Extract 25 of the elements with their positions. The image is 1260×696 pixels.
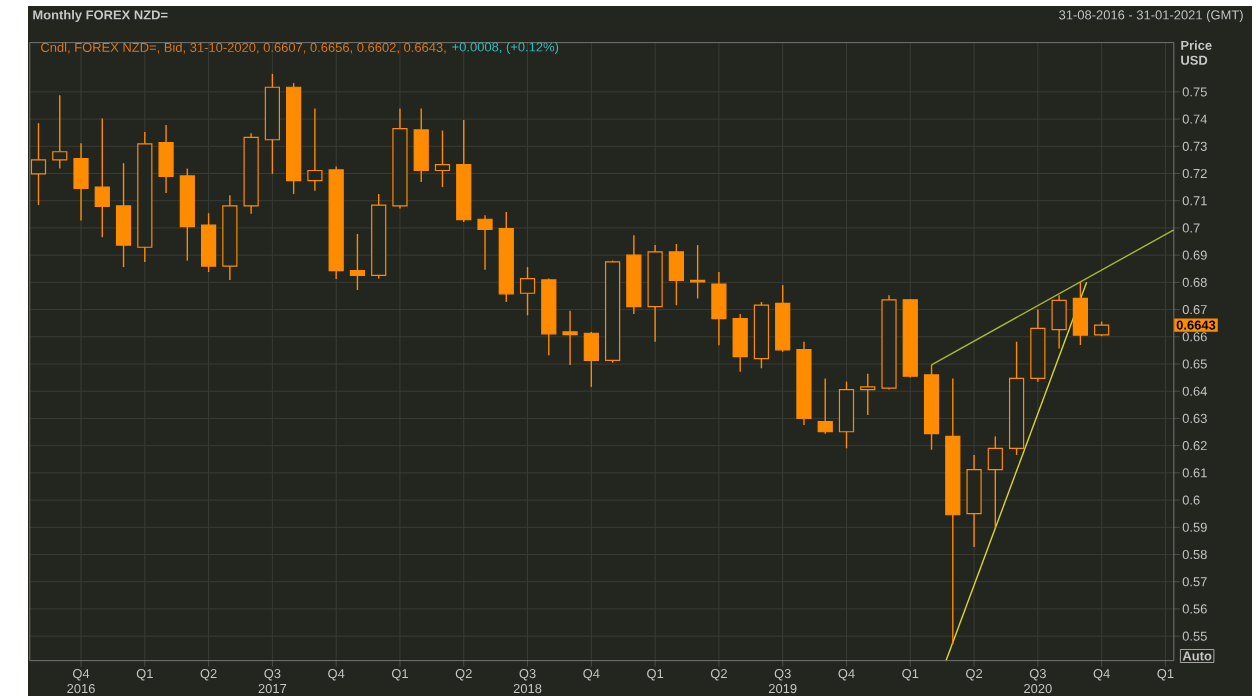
candlestick bbox=[413, 107, 429, 183]
candlestick bbox=[775, 284, 791, 353]
candlestick bbox=[115, 162, 132, 268]
candlestick bbox=[711, 271, 727, 346]
candlestick bbox=[158, 124, 174, 194]
candlestick bbox=[1072, 281, 1088, 346]
candlestick bbox=[349, 233, 366, 291]
candlestick bbox=[94, 117, 110, 238]
candlestick bbox=[583, 331, 599, 388]
candlestick bbox=[307, 107, 323, 192]
candlestick bbox=[732, 313, 748, 373]
candlestick bbox=[52, 94, 68, 170]
candlestick bbox=[562, 309, 578, 366]
candlestick bbox=[668, 243, 684, 306]
candlestick bbox=[73, 142, 89, 222]
candlestick bbox=[987, 435, 1003, 529]
candlestick bbox=[817, 377, 833, 435]
candlestick bbox=[477, 214, 493, 271]
candlestick bbox=[1051, 294, 1067, 350]
candlestick bbox=[966, 454, 982, 548]
candlestick bbox=[860, 373, 876, 416]
candlestick bbox=[838, 380, 855, 450]
candlestick bbox=[200, 212, 217, 273]
candlestick bbox=[519, 266, 536, 316]
candlestick bbox=[434, 129, 451, 188]
